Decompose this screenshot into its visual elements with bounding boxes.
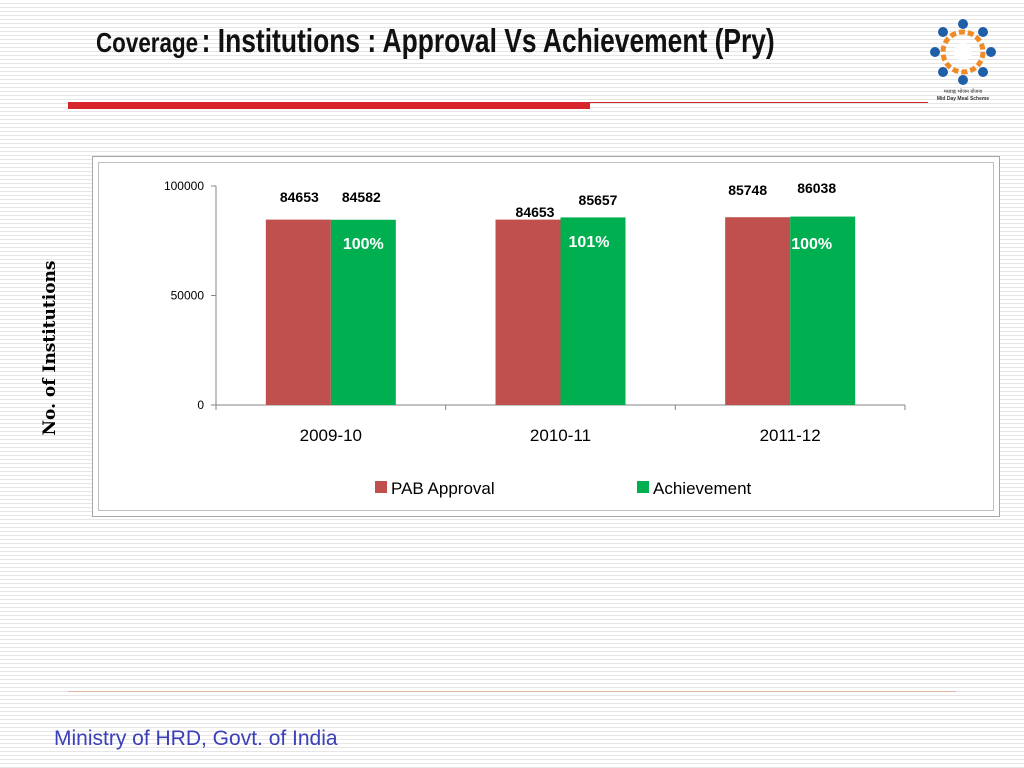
y-tick-label: 50000 xyxy=(171,289,205,303)
legend-swatch xyxy=(637,481,649,493)
y-axis-label: No. of Institutions xyxy=(40,260,60,436)
logo-hindi-text: मध्याह्न भोजन योजना xyxy=(943,89,983,95)
bar-pab-approval xyxy=(265,219,331,405)
bar-pab-approval xyxy=(495,219,561,405)
percent-label: 101% xyxy=(569,234,610,251)
x-tick-label: 2011-12 xyxy=(760,426,821,445)
mdm-logo-emblem xyxy=(930,19,996,85)
percent-label: 100% xyxy=(791,236,832,253)
title-underline-thin xyxy=(590,102,928,103)
legend-label: Achievement xyxy=(653,479,752,498)
bar-chart: 0 50000 100000 2009-10 84653 84582 100% 2010-11… xyxy=(92,156,1000,517)
bar-achievement xyxy=(330,219,396,405)
logo-english-text: Mid Day Meal Scheme xyxy=(936,96,990,102)
data-label: 86038 xyxy=(797,180,836,196)
footer-divider xyxy=(68,691,956,692)
footer-text: Ministry of HRD, Govt. of India xyxy=(54,727,338,750)
page-title: Coverage : Institutions : Approval Vs Ac… xyxy=(96,22,775,60)
y-tick-label: 100000 xyxy=(164,179,204,193)
data-label: 84653 xyxy=(516,204,555,220)
bar-achievement xyxy=(560,217,626,405)
data-label: 85748 xyxy=(728,182,767,198)
percent-label: 100% xyxy=(343,236,384,253)
bar-achievement xyxy=(790,216,856,405)
title-lead: Coverage xyxy=(96,27,199,58)
data-label: 84582 xyxy=(342,189,381,205)
title-underline-bar xyxy=(68,102,590,109)
x-tick-label: 2009-10 xyxy=(300,426,362,445)
title-rest: : Institutions : Approval Vs Achievement… xyxy=(201,22,775,59)
x-tick-label: 2010-11 xyxy=(530,426,591,445)
data-label: 85657 xyxy=(579,192,618,208)
legend-swatch xyxy=(375,481,387,493)
y-tick-label: 0 xyxy=(197,398,204,412)
data-label: 84653 xyxy=(280,189,319,205)
mdm-logo: मध्याह्न भोजन योजना Mid Day Meal Scheme xyxy=(927,18,999,106)
chart-container: 0 50000 100000 2009-10 84653 84582 100% 2010-11… xyxy=(92,156,1000,517)
legend-label: PAB Approval xyxy=(391,479,495,498)
bar-pab-approval xyxy=(725,217,791,405)
